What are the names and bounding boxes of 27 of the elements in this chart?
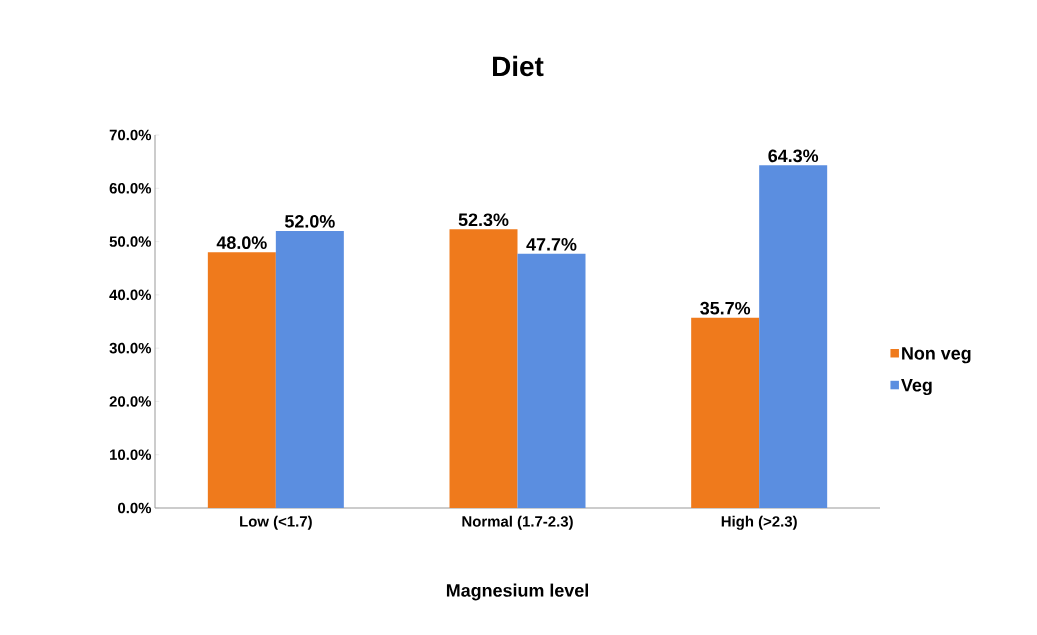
data-label: 47.7% — [526, 238, 577, 251]
x-tick-label: Normal (1.7-2.3) — [462, 515, 573, 530]
y-tick-label: 20.0% — [109, 396, 152, 407]
y-tick-label: 70.0% — [109, 129, 152, 141]
x-tick-label: High (>2.3) — [721, 515, 797, 530]
legend-label: Veg — [901, 378, 932, 396]
y-tick-label: 60.0% — [109, 182, 152, 194]
data-label: 64.3% — [768, 149, 819, 163]
x-tick-label: Low (<1.7) — [240, 515, 312, 530]
chart-title: Diet — [493, 55, 544, 77]
data-label: 52.3% — [458, 213, 509, 227]
y-tick-label: 10.0% — [110, 449, 152, 460]
bar — [207, 252, 276, 508]
y-tick-label: 30.0% — [109, 342, 152, 354]
y-tick-label: 0.0% — [118, 502, 152, 514]
bar — [517, 253, 586, 508]
bar — [691, 317, 760, 508]
data-label: 48.0% — [216, 236, 267, 250]
x-axis-title: Magnesium level — [446, 583, 588, 601]
y-tick-label: 40.0% — [109, 289, 152, 301]
legend-label: Non veg — [902, 347, 971, 364]
bar — [275, 230, 344, 508]
data-label: 52.0% — [284, 215, 335, 228]
data-label: 35.7% — [700, 301, 751, 315]
bar — [449, 229, 518, 508]
bar — [759, 165, 828, 508]
y-tick-label: 50.0% — [109, 236, 152, 247]
